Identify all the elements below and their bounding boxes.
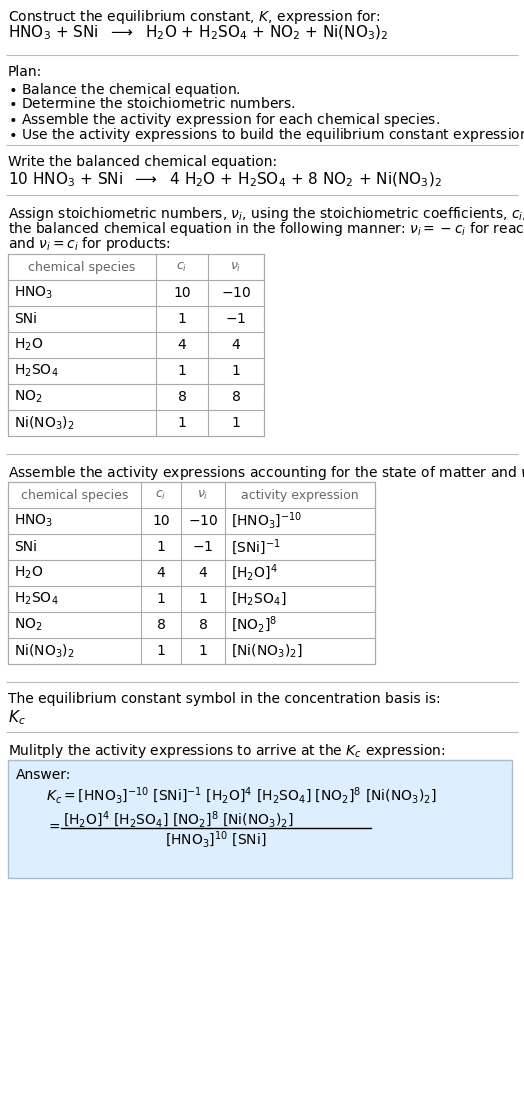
Text: $\mathrm{HNO_3}$ + SNi  $\longrightarrow$  $\mathrm{H_2O}$ + $\mathrm{H_2SO_4}$ : $\mathrm{HNO_3}$ + SNi $\longrightarrow$… — [8, 24, 388, 43]
Text: $c_i$: $c_i$ — [177, 260, 188, 273]
Text: The equilibrium constant symbol in the concentration basis is:: The equilibrium constant symbol in the c… — [8, 692, 441, 706]
Text: $\mathrm{NO_2}$: $\mathrm{NO_2}$ — [14, 388, 42, 405]
Text: 4: 4 — [178, 338, 187, 352]
Text: $[\mathrm{H_2O}]^{4}$: $[\mathrm{H_2O}]^{4}$ — [231, 563, 278, 584]
Text: Assemble the activity expressions accounting for the state of matter and $\nu_i$: Assemble the activity expressions accoun… — [8, 464, 524, 482]
Text: SNi: SNi — [14, 540, 37, 554]
Text: 1: 1 — [199, 644, 208, 658]
Text: $\mathrm{H_2SO_4}$: $\mathrm{H_2SO_4}$ — [14, 363, 59, 380]
Text: $\nu_i$: $\nu_i$ — [198, 488, 209, 501]
Text: $K_c$: $K_c$ — [8, 708, 26, 726]
Text: $\nu_i$: $\nu_i$ — [231, 260, 242, 273]
Text: $-1$: $-1$ — [192, 540, 214, 554]
Text: $-10$: $-10$ — [188, 514, 218, 528]
Text: $[\mathrm{H_2SO_4}]$: $[\mathrm{H_2SO_4}]$ — [231, 590, 286, 608]
Text: 1: 1 — [199, 592, 208, 606]
Bar — [8, 482, 375, 664]
FancyBboxPatch shape — [8, 760, 512, 878]
Text: 8: 8 — [232, 391, 241, 404]
Text: 4: 4 — [199, 566, 208, 580]
Text: chemical species: chemical species — [21, 488, 128, 501]
Text: 8: 8 — [178, 391, 187, 404]
Text: 1: 1 — [232, 416, 241, 430]
Text: $\mathrm{NO_2}$: $\mathrm{NO_2}$ — [14, 617, 42, 633]
Text: 10: 10 — [173, 286, 191, 299]
Text: $[\mathrm{HNO_3}]^{-10}$: $[\mathrm{HNO_3}]^{-10}$ — [231, 511, 302, 531]
Text: $\mathrm{Ni(NO_3)_2}$: $\mathrm{Ni(NO_3)_2}$ — [14, 415, 74, 432]
Text: Write the balanced chemical equation:: Write the balanced chemical equation: — [8, 155, 277, 169]
Text: $=$: $=$ — [46, 819, 61, 833]
Text: $\bullet$ Assemble the activity expression for each chemical species.: $\bullet$ Assemble the activity expressi… — [8, 111, 440, 129]
Text: $[\mathrm{HNO_3}]^{10}\ [\mathrm{SNi}]$: $[\mathrm{HNO_3}]^{10}\ [\mathrm{SNi}]$ — [165, 830, 267, 850]
Text: $\mathrm{H_2O}$: $\mathrm{H_2O}$ — [14, 337, 43, 353]
Text: $\mathrm{HNO_3}$: $\mathrm{HNO_3}$ — [14, 285, 53, 302]
Text: $-1$: $-1$ — [225, 312, 247, 326]
Text: $\mathrm{Ni(NO_3)_2}$: $\mathrm{Ni(NO_3)_2}$ — [14, 643, 74, 659]
Text: 10: 10 — [152, 514, 170, 528]
Text: Construct the equilibrium constant, $K$, expression for:: Construct the equilibrium constant, $K$,… — [8, 8, 380, 26]
Text: Answer:: Answer: — [16, 768, 71, 782]
Text: $\bullet$ Balance the chemical equation.: $\bullet$ Balance the chemical equation. — [8, 81, 241, 99]
Text: 1: 1 — [232, 364, 241, 378]
Text: 1: 1 — [157, 644, 166, 658]
Bar — [8, 255, 264, 436]
Text: $[\mathrm{Ni(NO_3)_2}]$: $[\mathrm{Ni(NO_3)_2}]$ — [231, 643, 302, 659]
Text: $-10$: $-10$ — [221, 286, 251, 299]
Text: $\mathrm{H_2O}$: $\mathrm{H_2O}$ — [14, 565, 43, 581]
Text: $[\mathrm{H_2O}]^{4}\ [\mathrm{H_2SO_4}]\ [\mathrm{NO_2}]^{8}\ [\mathrm{Ni(NO_3): $[\mathrm{H_2O}]^{4}\ [\mathrm{H_2SO_4}]… — [63, 810, 293, 830]
Text: $\mathrm{H_2SO_4}$: $\mathrm{H_2SO_4}$ — [14, 591, 59, 608]
Text: 1: 1 — [157, 540, 166, 554]
Text: $\bullet$ Determine the stoichiometric numbers.: $\bullet$ Determine the stoichiometric n… — [8, 97, 296, 111]
Text: and $\nu_i = c_i$ for products:: and $\nu_i = c_i$ for products: — [8, 235, 171, 253]
Text: Plan:: Plan: — [8, 65, 42, 79]
Text: Assign stoichiometric numbers, $\nu_i$, using the stoichiometric coefficients, $: Assign stoichiometric numbers, $\nu_i$, … — [8, 205, 524, 223]
Text: 8: 8 — [199, 618, 208, 632]
Text: $[\mathrm{SNi}]^{-1}$: $[\mathrm{SNi}]^{-1}$ — [231, 538, 280, 557]
Text: 4: 4 — [157, 566, 166, 580]
Text: $\bullet$ Use the activity expressions to build the equilibrium constant express: $\bullet$ Use the activity expressions t… — [8, 126, 524, 144]
Text: 1: 1 — [178, 416, 187, 430]
Text: 4: 4 — [232, 338, 241, 352]
Text: $K_c = [\mathrm{HNO_3}]^{-10}\ [\mathrm{SNi}]^{-1}\ [\mathrm{H_2O}]^{4}\ [\mathr: $K_c = [\mathrm{HNO_3}]^{-10}\ [\mathrm{… — [46, 785, 436, 806]
Text: Mulitply the activity expressions to arrive at the $K_c$ expression:: Mulitply the activity expressions to arr… — [8, 742, 445, 760]
Text: 1: 1 — [178, 364, 187, 378]
Text: 1: 1 — [178, 312, 187, 326]
Text: SNi: SNi — [14, 312, 37, 326]
Text: activity expression: activity expression — [241, 488, 359, 501]
Text: 1: 1 — [157, 592, 166, 606]
Text: chemical species: chemical species — [28, 260, 136, 273]
Text: $[\mathrm{NO_2}]^{8}$: $[\mathrm{NO_2}]^{8}$ — [231, 614, 278, 635]
Text: 10 $\mathrm{HNO_3}$ + SNi  $\longrightarrow$  4 $\mathrm{H_2O}$ + $\mathrm{H_2SO: 10 $\mathrm{HNO_3}$ + SNi $\longrightarr… — [8, 171, 442, 190]
Text: $\mathrm{HNO_3}$: $\mathrm{HNO_3}$ — [14, 512, 53, 529]
Text: 8: 8 — [157, 618, 166, 632]
Text: $c_i$: $c_i$ — [156, 488, 167, 501]
Text: the balanced chemical equation in the following manner: $\nu_i = -c_i$ for react: the balanced chemical equation in the fo… — [8, 220, 524, 238]
